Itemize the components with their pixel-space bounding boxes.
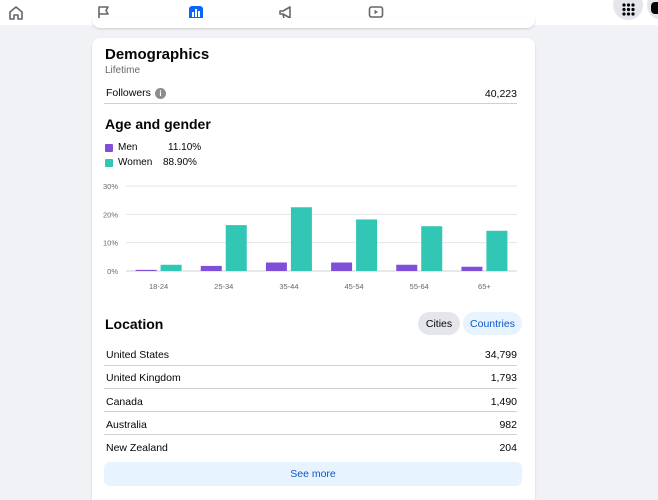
location-row-value: 1,793 <box>490 372 517 385</box>
divider <box>104 387 517 389</box>
location-row-value: 982 <box>499 418 517 431</box>
legend-swatch-men <box>105 144 113 152</box>
followers-row: Followers i <box>106 87 166 99</box>
x-tick-label: 45-54 <box>344 282 363 291</box>
see-more-button[interactable]: See more <box>104 462 522 486</box>
bar-women-25-34 <box>225 225 247 271</box>
followers-value: 40,223 <box>484 88 517 100</box>
grid-menu-icon <box>621 2 635 16</box>
insights-icon <box>189 5 203 20</box>
x-tick-label: 35-44 <box>279 282 298 291</box>
y-tick-label: 30% <box>103 182 118 191</box>
location-row-name: New Zealand <box>106 442 168 455</box>
location-row-name: Canada <box>106 395 143 408</box>
legend-swatch-women <box>105 159 113 167</box>
x-tick-label: 65+ <box>478 282 491 291</box>
location-title: Location <box>105 316 164 332</box>
bar-men-35-44 <box>265 262 287 271</box>
bar-women-45-54 <box>356 219 378 271</box>
x-tick-label: 18-24 <box>149 282 168 291</box>
y-tick-label: 10% <box>103 239 118 248</box>
divider <box>104 103 517 104</box>
age-gender-title: Age and gender <box>105 116 211 132</box>
bar-men-45-54 <box>331 262 353 271</box>
demographics-subtitle: Lifetime <box>105 65 141 76</box>
bar-men-18-24 <box>135 269 157 271</box>
location-row-name: United Kingdom <box>106 372 181 385</box>
previous-card-edge <box>92 18 535 28</box>
messenger-button[interactable] <box>647 0 658 20</box>
y-tick-label: 0% <box>107 267 118 276</box>
legend-percent-women: 88.90% <box>163 157 197 168</box>
messenger-icon <box>651 2 658 14</box>
bar-women-35-44 <box>290 207 312 271</box>
legend-label-women: Women <box>118 157 153 168</box>
location-row-value: 34,799 <box>484 349 517 361</box>
bar-women-65+ <box>486 230 508 271</box>
tab-countries[interactable]: Countries <box>463 312 522 335</box>
location-row-name: United States <box>106 349 170 361</box>
legend-label-men: Men <box>118 142 138 153</box>
flag-icon <box>98 5 109 20</box>
megaphone-icon <box>279 5 291 19</box>
age-gender-chart: 0% 10% 20% 30% 18-24 25-34 35-44 45-54 55-64 65+ <box>103 182 517 291</box>
legend-percent-men: 11.10% <box>168 142 202 153</box>
tab-cities[interactable]: Cities <box>418 312 460 335</box>
x-tick-label: 25-34 <box>214 282 233 291</box>
bar-men-55-64 <box>396 264 418 271</box>
bar-men-65+ <box>461 266 483 271</box>
demographics-title: Demographics <box>105 46 210 63</box>
nav-tab-pages[interactable] <box>84 0 124 25</box>
home-icon <box>9 5 23 20</box>
nav-tab-home[interactable] <box>0 0 32 25</box>
info-icon[interactable]: i <box>154 87 166 99</box>
demographics-card: Demographics Lifetime Followers i 40,223 … <box>92 38 535 500</box>
bar-women-55-64 <box>421 226 443 271</box>
menu-button[interactable] <box>613 0 643 20</box>
location-row-value: 1,490 <box>490 395 517 408</box>
x-tick-label: 55-64 <box>410 282 429 291</box>
divider <box>104 411 517 413</box>
followers-label: Followers <box>106 87 151 99</box>
bar-women-18-24 <box>160 264 182 271</box>
y-tick-label: 20% <box>103 210 118 219</box>
nav-tab-ads[interactable] <box>266 0 306 25</box>
bar-men-25-34 <box>200 265 222 271</box>
divider <box>104 364 517 366</box>
location-row-name: Australia <box>106 418 147 431</box>
location-row-value: 204 <box>499 442 517 455</box>
divider <box>104 434 517 436</box>
